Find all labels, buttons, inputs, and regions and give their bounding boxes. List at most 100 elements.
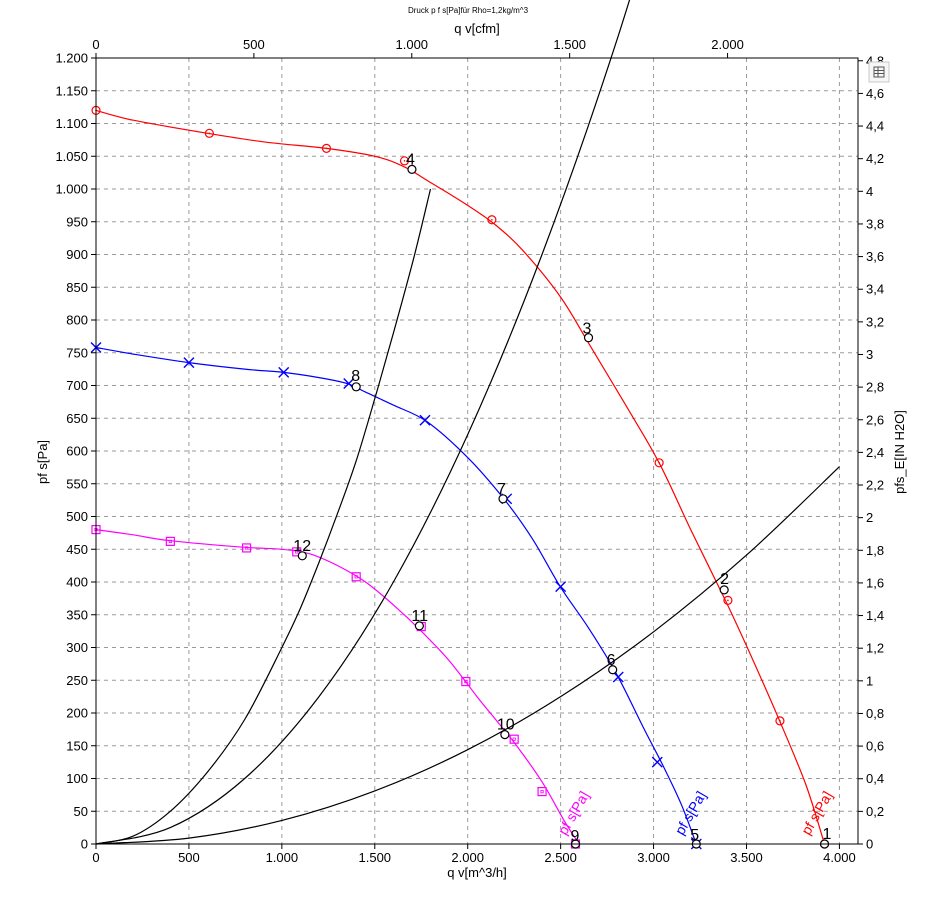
operating-point-label: 4 xyxy=(406,151,415,168)
y2-tick-label: 4,2 xyxy=(866,151,884,166)
x2-tick-label: 1.500 xyxy=(553,37,586,52)
series-marker xyxy=(487,215,497,225)
x-tick-label: 3.500 xyxy=(730,850,763,865)
x2-tick-label: 500 xyxy=(243,37,265,52)
series-marker xyxy=(555,581,567,593)
operating-point-label: 5 xyxy=(690,827,699,844)
series-marker-dot xyxy=(208,132,211,135)
series-marker-inner xyxy=(540,790,544,794)
series-marker xyxy=(399,156,410,166)
operating-point xyxy=(407,164,417,174)
series-marker xyxy=(278,366,290,378)
ticks: 0 500 1.000 1.500 2.000 2.500 3.000 3.500 4.0000… xyxy=(55,37,884,865)
y2-tick-label: 2 xyxy=(866,510,873,525)
y2-tick-label: 3,2 xyxy=(866,314,884,329)
y-tick-label: 1.200 xyxy=(55,51,88,66)
operating-point-label: 3 xyxy=(583,321,592,338)
operating-point-label: 9 xyxy=(571,828,580,845)
y2-tick-label: 0 xyxy=(866,837,873,852)
series-marker-inner xyxy=(512,737,516,741)
series-marker-inner xyxy=(244,546,249,550)
markers: pf s[Pa] pf s[Pa] pf s[Pa] xyxy=(90,105,835,850)
x2-tick-label: 2.000 xyxy=(711,37,744,52)
operating-point-label: 12 xyxy=(293,538,311,555)
series-line xyxy=(95,346,697,845)
y-tick-label: 250 xyxy=(66,673,88,688)
operating-point xyxy=(583,333,594,343)
operating-point xyxy=(351,382,361,392)
series-marker xyxy=(723,595,733,605)
y-tick-label: 150 xyxy=(66,738,88,753)
y2-tick-label: 4 xyxy=(866,184,873,199)
y2-tick-label: 0,2 xyxy=(866,804,884,819)
series-marker xyxy=(419,414,431,426)
y-tick-label: 50 xyxy=(74,804,88,819)
table-icon[interactable] xyxy=(868,61,890,83)
series-marker xyxy=(321,143,332,153)
y2-tick-label: 1,2 xyxy=(866,641,884,656)
x-tick-label: 500 xyxy=(178,850,200,865)
y2-tick-label: 3,6 xyxy=(866,249,884,264)
y2-tick-label: 1,6 xyxy=(866,575,884,590)
chart-title: Druck p f s[Pa]für Rho=1,2kg/m^3 xyxy=(408,6,529,15)
y-tick-label: 550 xyxy=(66,476,88,491)
series-marker xyxy=(204,128,214,138)
series-marker-inner xyxy=(295,550,299,554)
y2-tick-label: 4,4 xyxy=(866,119,884,134)
operating-point-label: 2 xyxy=(720,571,729,588)
y2-tick-label: 3,8 xyxy=(866,216,884,231)
operating-point xyxy=(719,585,729,595)
y-tick-label: 1.050 xyxy=(55,149,88,164)
operating-point-label: 10 xyxy=(497,717,515,734)
series-line xyxy=(95,466,840,845)
y-tick-label: 200 xyxy=(66,706,88,721)
y-tick-label: 0 xyxy=(81,837,88,852)
series-marker xyxy=(651,756,663,768)
operating-point-label: 11 xyxy=(411,608,428,625)
y-tick-label: 450 xyxy=(66,542,88,557)
series-line xyxy=(95,529,580,845)
y-tick-label: 600 xyxy=(66,444,88,459)
operating-point-label: 1 xyxy=(823,826,832,843)
series-marker-dot xyxy=(403,160,406,162)
y-tick-label: 800 xyxy=(66,313,88,328)
grid xyxy=(96,58,858,844)
y2-tick-label: 4,6 xyxy=(866,86,884,101)
y2-tick-label: 3 xyxy=(866,347,873,362)
series-marker xyxy=(165,536,175,546)
x-tick-label: 2.500 xyxy=(544,850,577,865)
y-tick-label: 1.000 xyxy=(55,182,88,197)
y2-tick-label: 2,4 xyxy=(866,445,884,460)
operating-point xyxy=(608,665,618,675)
x-tick-label: 3.000 xyxy=(637,850,670,865)
y-tick-label: 700 xyxy=(66,378,88,393)
series-marker-inner xyxy=(464,679,468,684)
operating-point xyxy=(297,551,307,561)
x2-axis-label: q v[cfm] xyxy=(454,21,500,36)
series-marker xyxy=(509,734,519,744)
series-line xyxy=(95,109,826,845)
x2-tick-label: 0 xyxy=(92,37,99,52)
series-marker xyxy=(461,676,471,687)
x-tick-label: 4.000 xyxy=(823,850,856,865)
series-marker xyxy=(654,458,664,468)
y-tick-label: 100 xyxy=(66,771,88,786)
x-axis-label: q v[m^3/h] xyxy=(447,865,507,880)
series-marker xyxy=(183,357,195,369)
series-marker xyxy=(775,716,785,726)
series-marker xyxy=(537,786,547,797)
y-tick-label: 400 xyxy=(66,575,88,590)
y-tick-label: 950 xyxy=(66,214,88,229)
operating-point-label: 7 xyxy=(497,481,506,498)
y-tick-label: 300 xyxy=(66,640,88,655)
series-marker xyxy=(351,572,361,582)
series-marker xyxy=(241,543,252,553)
operating-point xyxy=(498,494,508,504)
y2-tick-label: 2,2 xyxy=(866,478,884,493)
y2-axis-label: pfs_E[IN H2O] xyxy=(892,410,907,494)
series-marker-dot xyxy=(491,218,493,221)
operating-point-label: 8 xyxy=(351,368,360,385)
y-tick-label: 900 xyxy=(66,247,88,262)
